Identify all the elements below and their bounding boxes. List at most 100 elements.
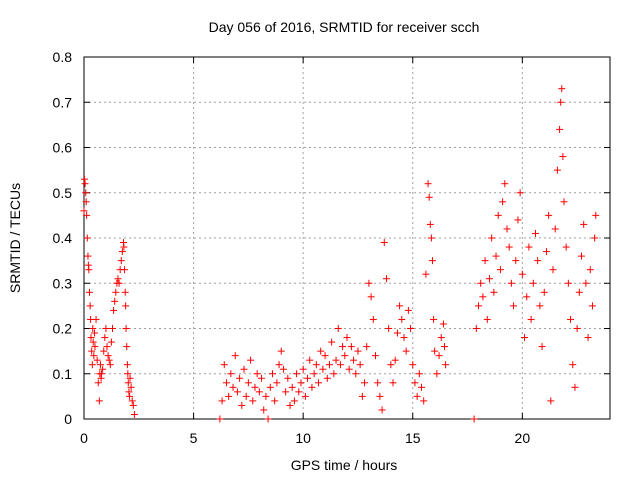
data-point	[240, 365, 248, 373]
data-point	[282, 388, 290, 396]
x-tick-label: 10	[295, 430, 311, 446]
data-point	[356, 361, 364, 369]
data-point	[89, 338, 97, 346]
data-point	[334, 325, 342, 332]
data-point	[233, 388, 241, 396]
data-point	[529, 279, 537, 287]
data-point	[472, 325, 480, 332]
data-point	[510, 302, 518, 310]
data-point	[531, 229, 539, 237]
data-point	[369, 315, 377, 323]
data-point	[387, 361, 395, 369]
data-point	[229, 383, 237, 391]
data-point	[108, 325, 116, 332]
y-tick-label: 0.7	[53, 94, 73, 110]
data-point	[328, 338, 336, 346]
y-tick-label: 0.1	[53, 366, 73, 382]
data-point	[582, 279, 590, 287]
data-point	[242, 392, 250, 400]
data-point	[118, 248, 126, 256]
tick-layer: 0 5 10 15 20 0 0.1 0.2 0.3 0.4 0.5 0.6 0.7 0.8	[53, 49, 610, 446]
data-point	[402, 347, 410, 355]
data-point	[415, 370, 423, 378]
data-point	[393, 329, 401, 337]
data-point	[347, 343, 355, 351]
data-point	[350, 356, 358, 364]
data-point	[569, 361, 577, 369]
data-point	[124, 370, 132, 378]
data-point	[499, 198, 507, 206]
data-point	[299, 365, 307, 373]
data-point	[121, 266, 129, 274]
data-point	[262, 392, 270, 400]
data-point	[534, 257, 542, 265]
data-point	[103, 343, 111, 351]
data-point	[279, 365, 287, 373]
data-point	[343, 334, 351, 342]
data-point	[409, 361, 417, 369]
data-point	[85, 288, 93, 296]
data-point	[98, 370, 106, 378]
data-point	[222, 379, 230, 387]
data-point	[82, 198, 90, 206]
data-point	[413, 392, 421, 400]
data-point	[592, 211, 600, 219]
data-point	[244, 379, 252, 387]
data-point	[442, 361, 450, 369]
y-tick-label: 0	[64, 411, 72, 427]
data-point	[505, 243, 513, 251]
y-axis-label: SRMTID / TECUs	[7, 183, 23, 293]
data-point	[89, 325, 97, 332]
data-point	[433, 370, 441, 378]
data-point	[385, 325, 393, 332]
data-point	[525, 243, 533, 251]
data-point	[253, 370, 261, 378]
data-point	[470, 415, 478, 423]
data-point	[111, 297, 119, 305]
data-point	[391, 356, 399, 364]
data-point	[575, 288, 583, 296]
data-point	[93, 356, 101, 364]
data-point	[88, 347, 96, 355]
data-point	[80, 175, 88, 183]
data-point	[367, 293, 375, 301]
data-point	[88, 361, 96, 369]
data-point	[295, 388, 303, 396]
data-point	[293, 370, 301, 378]
data-point	[312, 361, 320, 369]
data-point	[306, 356, 314, 364]
data-point	[536, 302, 544, 310]
data-point	[428, 257, 436, 265]
data-point	[354, 347, 362, 355]
data-point	[91, 343, 99, 351]
data-point	[124, 379, 132, 387]
data-point	[567, 315, 575, 323]
data-point	[558, 85, 566, 93]
data-point	[121, 288, 129, 296]
data-points-layer	[80, 85, 600, 423]
data-point	[545, 211, 553, 219]
data-point	[503, 225, 511, 233]
data-point	[266, 383, 274, 391]
data-point	[123, 361, 131, 369]
data-point	[129, 401, 137, 409]
data-point	[492, 252, 500, 260]
data-point	[82, 189, 90, 197]
data-point	[591, 234, 599, 242]
data-point	[588, 302, 596, 310]
data-point	[96, 361, 104, 369]
data-point	[339, 343, 347, 351]
data-point	[431, 347, 439, 355]
data-point	[435, 352, 443, 360]
data-point	[249, 397, 257, 405]
data-point	[236, 374, 244, 382]
data-point	[86, 302, 94, 310]
data-point	[411, 379, 419, 387]
data-point	[365, 279, 373, 287]
data-point	[112, 288, 120, 296]
y-tick-label: 0.3	[53, 275, 73, 291]
data-point	[374, 379, 382, 387]
y-tick-label: 0.2	[53, 321, 73, 337]
data-point	[323, 374, 331, 382]
data-point	[481, 257, 489, 265]
